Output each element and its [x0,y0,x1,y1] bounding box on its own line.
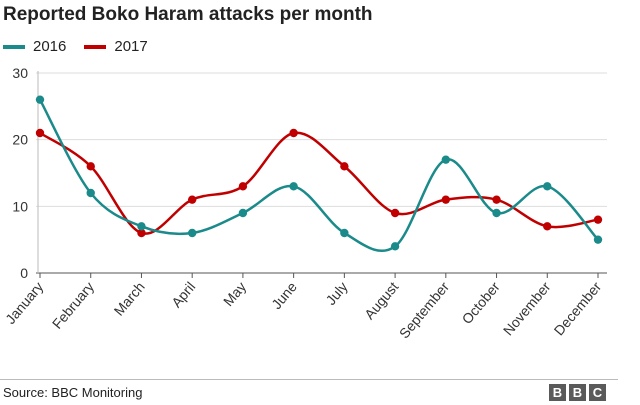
bbc-logo-letter: B [569,384,586,401]
legend: 2016 2017 [3,38,166,55]
data-point-2017 [289,128,298,138]
legend-label-2017: 2017 [114,38,148,55]
series-line-2016 [38,99,599,253]
bbc-logo-letter: C [589,384,606,401]
data-point-2016 [593,235,603,244]
x-tick-label: May [220,279,249,310]
data-point-2017 [137,228,146,238]
data-point-2016 [86,188,95,198]
legend-item-2016: 2016 [3,38,66,55]
y-tick-label: 20 [12,132,28,148]
y-tick-label: 10 [12,198,28,214]
chart-title: Reported Boko Haram attacks per month [3,4,373,25]
data-point-2016 [492,208,501,218]
legend-swatch-2016 [3,44,25,49]
line-chart: 0 10 20 30 January February March April May June… [2,65,607,341]
data-point-2016 [289,182,298,191]
x-tick-label: September [396,278,452,341]
footer-divider [0,379,618,380]
bbc-logo-letter: B [549,384,566,401]
legend-item-2017: 2017 [84,38,148,55]
data-point-2017 [86,162,95,171]
x-tick-label: July [322,279,350,308]
data-point-2017 [187,195,197,204]
data-point-2017 [35,128,45,138]
x-tick-label: January [2,279,46,327]
y-tick-label: 0 [20,265,28,281]
data-point-2017 [340,162,349,171]
data-point-2017 [390,208,400,218]
legend-label-2016: 2016 [33,38,67,55]
data-point-2016 [238,208,248,218]
bbc-logo: B B C [546,384,606,401]
x-tick-label: August [361,279,401,323]
x-tick-label: April [168,279,198,311]
x-tick-label: February [49,279,97,332]
source-note: Source: BBC Monitoring [3,385,143,400]
data-point-2016 [441,155,451,164]
data-point-2016 [340,228,349,238]
data-point-2017 [238,182,248,191]
x-tick-label: November [500,278,554,338]
data-point-2016 [35,95,45,104]
x-tick-label: October [459,278,503,327]
data-point-2016 [187,228,197,238]
x-tick-label: June [268,278,300,312]
x-tick-label: March [110,279,147,319]
x-tick-label: December [551,278,605,338]
data-point-2016 [137,222,146,231]
data-point-2017 [441,195,451,204]
legend-swatch-2017 [84,44,107,49]
data-point-2017 [492,195,501,204]
data-point-2017 [543,222,552,231]
y-tick-label: 30 [12,65,28,81]
data-point-2016 [390,242,400,251]
data-point-2016 [543,182,552,191]
data-point-2017 [593,215,603,224]
